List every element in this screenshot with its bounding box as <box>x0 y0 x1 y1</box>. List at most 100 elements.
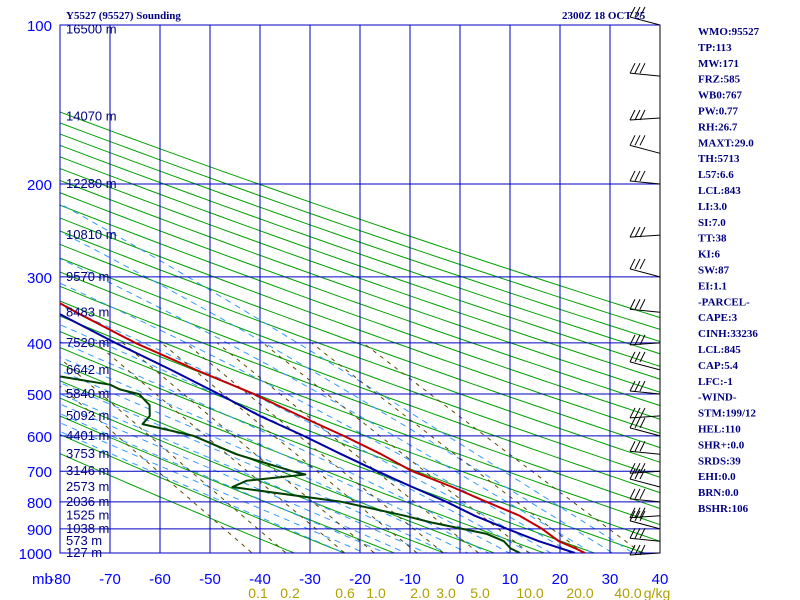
wind-barb-feather <box>639 334 646 346</box>
dry-adiabat <box>60 346 596 553</box>
wind-barb-feather <box>629 62 636 74</box>
wind-barb <box>629 462 661 474</box>
temperature-tick-label: 0 <box>456 571 464 588</box>
wind-barb-feather <box>634 488 641 500</box>
wind-barb-feather <box>639 528 646 539</box>
pressure-tick-label: 300 <box>27 270 52 287</box>
moist-adiabat <box>60 282 573 553</box>
parcel-line <box>60 313 576 553</box>
dry-adiabat <box>60 415 396 553</box>
pressure-tick-label: 100 <box>27 18 52 35</box>
wind-barb-feather <box>634 351 641 363</box>
wind-barb-feather <box>639 258 646 270</box>
dry-adiabat <box>60 192 660 407</box>
wind-barb <box>629 109 661 121</box>
wind-barb <box>629 468 661 488</box>
wind-barb-feather <box>629 507 636 518</box>
wind-barb-feather <box>629 334 636 346</box>
wind-barb <box>629 351 661 371</box>
wind-barb-feather <box>634 468 641 480</box>
dry-adiabat <box>60 397 446 553</box>
dry-adiabat <box>60 144 660 355</box>
wind-barb-feather <box>629 135 636 146</box>
mixing-ratio-line <box>60 385 253 553</box>
wind-barb-feather <box>629 258 636 270</box>
dewpoint-line <box>60 375 521 553</box>
wind-barb-staff <box>629 308 661 313</box>
height-label: 2573 m <box>66 479 109 494</box>
wind-barbs <box>629 6 661 556</box>
dry-adiabat <box>60 156 660 367</box>
wind-barb-feather <box>639 135 646 146</box>
dry-adiabat <box>60 300 660 526</box>
wind-barb-feather <box>634 462 641 474</box>
height-label: 10810 m <box>66 227 117 242</box>
wind-barb-feather <box>634 544 641 556</box>
wind-barb-feather <box>629 528 636 539</box>
temperature-tick-label: 10 <box>502 571 519 588</box>
wind-barb <box>629 258 661 278</box>
moist-adiabat <box>60 203 634 553</box>
pressure-tick-label: 800 <box>27 495 52 512</box>
wind-barb-staff <box>629 478 661 488</box>
wind-barb <box>629 528 661 542</box>
wind-barb-feather <box>639 62 646 74</box>
wind-barb-feather <box>634 510 641 522</box>
height-label: 5092 m <box>66 408 109 423</box>
wind-barb <box>629 62 661 77</box>
mixing-ratio-label: 0.6 <box>335 585 355 600</box>
wind-barb-feather <box>634 417 641 429</box>
mixing-ratio-label: 5.0 <box>470 585 490 600</box>
wind-barb-staff <box>629 268 661 278</box>
wind-barb <box>629 488 661 503</box>
wind-barb-staff <box>629 390 661 395</box>
wind-barb-feather <box>639 544 646 556</box>
wind-barb-feather <box>639 488 646 500</box>
wind-barb-feather <box>639 407 646 419</box>
wind-barb-feather <box>634 170 641 182</box>
temperature-tick-label: 20 <box>552 571 569 588</box>
pressure-tick-label: 500 <box>27 387 52 404</box>
wind-barb-feather <box>629 226 636 238</box>
temperature-tick-label: -20 <box>349 571 371 588</box>
wind-barb-feather <box>639 299 646 310</box>
wind-barb-feather <box>634 62 641 74</box>
mixing-ratio-label: 1.0 <box>366 585 386 600</box>
wind-barb-feather <box>629 544 636 556</box>
dry-adiabat <box>60 271 660 494</box>
wind-barb <box>629 407 661 419</box>
wind-barb-feather <box>629 468 636 480</box>
temperature-tick-label: -80 <box>49 571 71 588</box>
height-label: 8483 m <box>66 304 109 319</box>
temperature-tick-label: -70 <box>99 571 121 588</box>
wind-barb-feather <box>634 507 641 518</box>
temperature-tick-label: 30 <box>602 571 619 588</box>
mixing-ratio-line <box>311 342 585 553</box>
wind-barb <box>629 170 661 185</box>
pressure-tick-label: 400 <box>27 336 52 353</box>
dry-adiabat <box>60 111 660 319</box>
wind-barb-staff <box>629 16 661 26</box>
temperature-line <box>60 302 586 553</box>
dry-adiabat <box>60 453 296 553</box>
moist-adiabat <box>60 356 490 553</box>
wind-barb-feather <box>634 440 641 452</box>
wind-barb-feather <box>639 6 646 18</box>
temperature-tick-label: -10 <box>399 571 421 588</box>
wind-barb-feather <box>639 351 646 363</box>
wind-barb-feather <box>639 468 646 480</box>
wind-barb-feather <box>639 462 646 474</box>
pressure-tick-label: 200 <box>27 177 52 194</box>
wind-barb <box>629 6 661 26</box>
wind-barb-staff <box>629 427 661 437</box>
wind-barb <box>629 544 661 556</box>
pressure-tick-label: 600 <box>27 429 52 446</box>
dry-adiabat <box>60 380 496 553</box>
moist-adiabat <box>60 413 387 553</box>
mixing-ratio-line <box>60 357 287 553</box>
wind-barb <box>629 299 661 313</box>
wind-barb-feather <box>629 170 636 182</box>
height-label: 4401 m <box>66 428 109 443</box>
wind-barb-staff <box>629 180 661 185</box>
height-label: 9570 m <box>66 269 109 284</box>
